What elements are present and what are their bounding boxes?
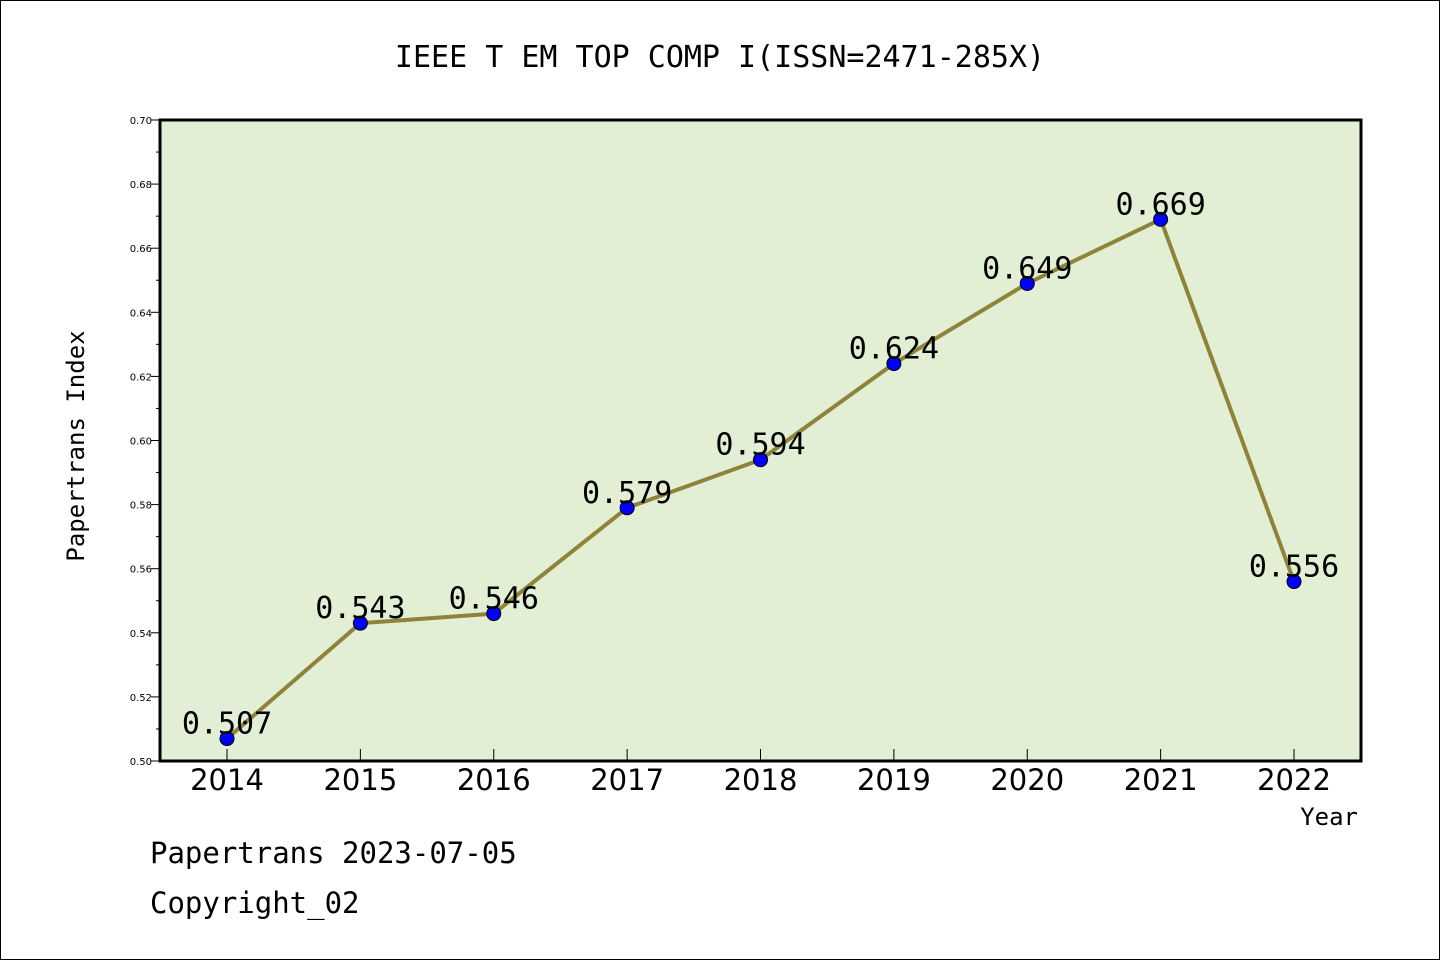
data-point [486, 606, 502, 622]
x-tick-label: 2016 [457, 763, 531, 797]
x-tick-label: 2019 [857, 763, 931, 797]
data-point [1153, 211, 1169, 227]
x-axis-label: Year [1300, 803, 1358, 831]
y-tick-label: 0.64 [130, 308, 152, 319]
y-tick-label: 0.62 [130, 372, 152, 383]
data-label: 0.556 [1249, 550, 1339, 585]
data-label: 0.594 [715, 428, 805, 463]
data-label: 0.649 [982, 251, 1072, 286]
y-tick-label: 0.56 [130, 565, 152, 576]
y-tick-label: 0.52 [130, 693, 152, 704]
footer-copyright: Copyright_02 [150, 886, 360, 921]
y-tick-label: 0.50 [130, 757, 152, 768]
y-tick-label: 0.68 [130, 180, 152, 191]
x-axis: 2014 2015 2016 2017 2018 2019 2020 2021 2022 [190, 749, 1331, 797]
series-layer [219, 211, 1302, 747]
data-label: 0.579 [582, 476, 672, 511]
y-tick-label: 0.60 [130, 437, 152, 448]
y-tick-label: 0.54 [130, 629, 152, 640]
x-tick-label: 2020 [990, 763, 1064, 797]
data-point [1286, 574, 1302, 590]
x-tick-label: 2014 [190, 763, 264, 797]
y-axis: 0.50 0.52 0.54 0.56 0.58 0.60 0.62 0.64 0.66 0.68… [130, 116, 160, 768]
y-tick-label: 0.66 [130, 244, 152, 255]
chart-title: IEEE T EM TOP COMP I(ISSN=2471-285X) [395, 40, 1045, 75]
y-tick-label: 0.70 [130, 116, 152, 127]
data-point [352, 615, 368, 631]
x-tick-label: 2021 [1124, 763, 1198, 797]
data-point [219, 731, 235, 747]
data-point [1019, 275, 1035, 291]
x-tick-label: 2022 [1257, 763, 1331, 797]
data-point [753, 452, 768, 468]
footer-date: Papertrans 2023-07-05 [150, 836, 517, 870]
x-tick-label: 2015 [323, 763, 397, 797]
data-label: 0.624 [849, 332, 939, 367]
data-point [619, 500, 635, 516]
data-label: 0.543 [315, 591, 405, 626]
data-point [886, 356, 902, 372]
x-tick-label: 2018 [724, 763, 798, 797]
y-tick-label: 0.58 [130, 501, 152, 512]
data-label: 0.546 [449, 582, 539, 617]
data-label: 0.507 [182, 707, 272, 742]
data-label-layer: 0.507 0.543 0.546 0.579 0.594 0.624 0.649 0.669… [182, 187, 1339, 741]
x-tick-label: 2017 [590, 763, 664, 797]
y-axis-label: Papertrans Index [62, 330, 90, 561]
data-label: 0.669 [1115, 187, 1205, 222]
